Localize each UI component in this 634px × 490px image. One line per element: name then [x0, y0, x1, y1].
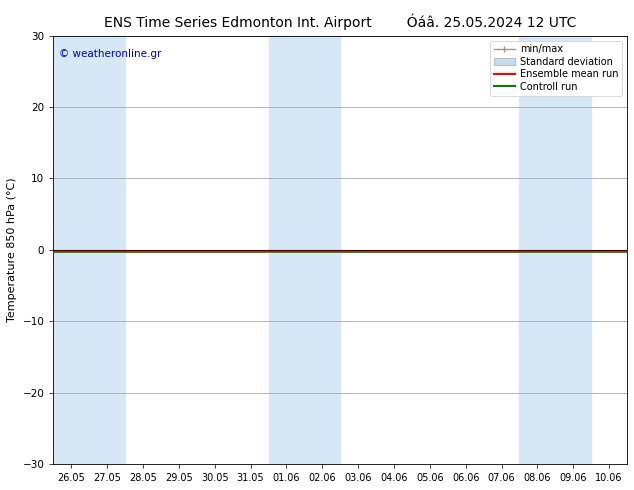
- Bar: [53, 36, 89, 464]
- Text: © weatheronline.gr: © weatheronline.gr: [59, 49, 162, 59]
- Legend: min/max, Standard deviation, Ensemble mean run, Controll run: min/max, Standard deviation, Ensemble me…: [489, 41, 622, 96]
- Bar: [304, 36, 340, 464]
- Bar: [555, 36, 591, 464]
- Y-axis label: Temperature 850 hPa (°C): Temperature 850 hPa (°C): [7, 177, 17, 322]
- Bar: [89, 36, 125, 464]
- Title: ENS Time Series Edmonton Int. Airport        Óáâ. 25.05.2024 12 UTC: ENS Time Series Edmonton Int. Airport Óá…: [104, 14, 576, 30]
- Bar: [519, 36, 555, 464]
- Bar: [269, 36, 304, 464]
